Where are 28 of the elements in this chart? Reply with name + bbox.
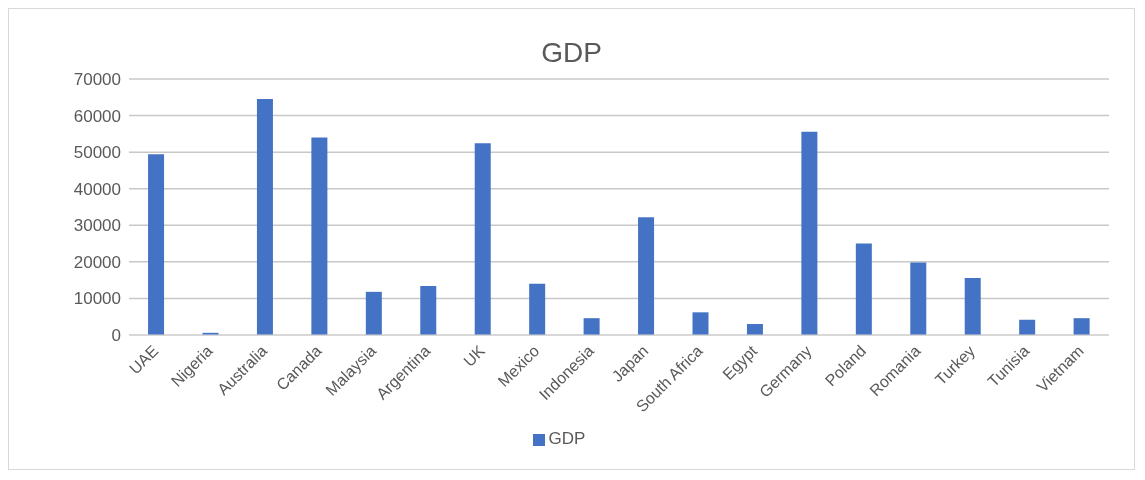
- bar: [1019, 319, 1036, 335]
- legend-label: GDP: [548, 429, 586, 448]
- y-tick-label: 30000: [73, 216, 121, 236]
- bar: [529, 283, 546, 335]
- bar: [583, 318, 600, 335]
- y-tick-label: 70000: [73, 70, 121, 90]
- bar: [692, 312, 709, 335]
- bar: [910, 262, 927, 335]
- bar: [420, 285, 437, 335]
- bar: [474, 143, 491, 335]
- y-tick-label: 50000: [73, 143, 121, 163]
- y-tick-label: 0: [111, 326, 121, 346]
- bar: [855, 243, 872, 335]
- bar: [256, 99, 273, 335]
- y-tick-label: 20000: [73, 252, 121, 272]
- bar: [148, 154, 165, 335]
- x-tick-label: UK: [460, 341, 489, 370]
- bar: [365, 291, 382, 335]
- y-tick-label: 40000: [73, 179, 121, 199]
- y-tick-label: 60000: [73, 106, 121, 126]
- bar: [311, 137, 328, 335]
- y-tick-label: 10000: [73, 289, 121, 309]
- bar: [638, 217, 655, 335]
- bar: [801, 131, 818, 335]
- chart-title: GDP: [540, 37, 603, 69]
- bar: [746, 324, 763, 335]
- bar: [1073, 318, 1090, 335]
- bar: [964, 277, 981, 335]
